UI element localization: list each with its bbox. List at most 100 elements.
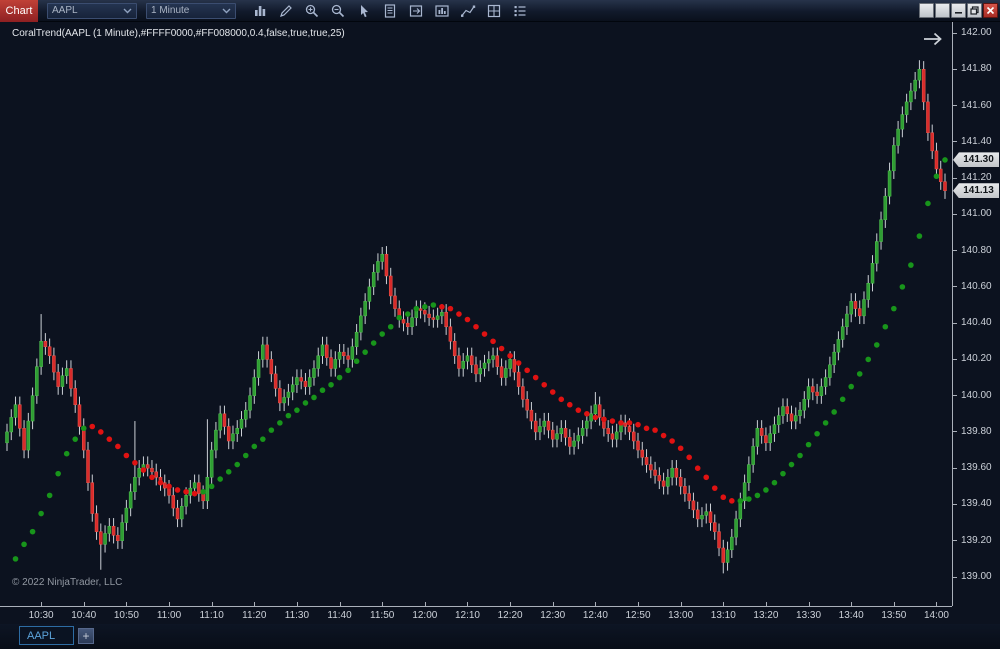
- tab-aapl[interactable]: AAPL: [19, 626, 74, 645]
- time-tick: [765, 602, 767, 606]
- time-tick: [254, 602, 256, 606]
- line-study-icon: [461, 5, 476, 17]
- time-tick: [680, 602, 682, 606]
- properties-grid-button[interactable]: [484, 2, 504, 20]
- time-tick: [723, 602, 725, 606]
- chart-window-button[interactable]: [432, 2, 452, 20]
- time-tick-label: 12:30: [540, 610, 566, 621]
- time-tick: [808, 602, 810, 606]
- time-tick-label: 10:40: [71, 610, 97, 621]
- price-axis[interactable]: 141.30 141.13 142.00 141.80 141.60 141.40 14…: [952, 22, 1000, 606]
- chevron-down-icon: [123, 8, 132, 13]
- time-tick: [339, 602, 341, 606]
- chevron-down-icon: [222, 8, 231, 13]
- zoom-in-button[interactable]: [302, 2, 322, 20]
- cursor-icon: [361, 4, 368, 17]
- time-tick-label: 14:00: [923, 610, 949, 621]
- price-tick: [952, 105, 957, 107]
- price-tick: [952, 395, 957, 397]
- add-tab-button[interactable]: +: [78, 628, 94, 644]
- time-tick-label: 13:50: [881, 610, 907, 621]
- time-tick: [296, 602, 298, 606]
- minimize-icon: [955, 12, 962, 14]
- instrument-value: AAPL: [52, 5, 78, 16]
- time-axis[interactable]: 10:30 10:40 10:50 11:00 11:10 11:20 11:30 11:40…: [0, 602, 1000, 624]
- time-tick-label: 13:20: [753, 610, 779, 621]
- zoom-out-button[interactable]: [328, 2, 348, 20]
- price-tick: [952, 250, 957, 252]
- price-tick: [952, 540, 957, 542]
- time-tick-label: 13:00: [668, 610, 694, 621]
- restore-button[interactable]: [967, 3, 982, 18]
- toolbar: Chart AAPL 1 Minute: [0, 0, 1000, 22]
- window-button-blank-2[interactable]: [935, 3, 950, 18]
- time-tick: [638, 602, 639, 606]
- price-tick: [952, 141, 957, 143]
- time-tick: [893, 602, 895, 606]
- time-tick-label: 11:50: [370, 610, 395, 621]
- cursor-button[interactable]: [354, 2, 374, 20]
- chart-window-icon: [435, 4, 449, 17]
- price-tick-label: 140.80: [961, 244, 992, 256]
- list-button[interactable]: [510, 2, 530, 20]
- time-tick: [936, 602, 938, 606]
- bar-type-button[interactable]: [250, 2, 270, 20]
- price-tick: [952, 503, 957, 505]
- time-tick: [467, 602, 469, 606]
- window-button-blank-1[interactable]: [919, 3, 934, 18]
- time-tick: [552, 602, 554, 606]
- price-tick-label: 141.80: [961, 63, 992, 75]
- price-tick: [952, 32, 957, 34]
- price-tick-label: 139.40: [961, 498, 992, 510]
- price-tick: [952, 576, 957, 578]
- price-tick-label: 140.60: [961, 280, 992, 292]
- chart-menu-label: Chart: [5, 4, 33, 17]
- price-tick-label: 140.40: [961, 317, 992, 329]
- price-tick: [952, 358, 957, 360]
- time-tick-label: 12:00: [412, 610, 438, 621]
- go-to-latest-button[interactable]: [922, 30, 944, 48]
- line-study-button[interactable]: [458, 2, 478, 20]
- price-tick: [952, 286, 957, 288]
- price-tick-label: 142.00: [961, 27, 992, 38]
- time-tick-label: 11:20: [242, 610, 267, 621]
- copyright-label: © 2022 NinjaTrader, LLC: [12, 577, 123, 588]
- instrument-select[interactable]: AAPL: [47, 2, 137, 19]
- candlestick-chart[interactable]: [0, 22, 952, 606]
- chart-menu-button[interactable]: Chart: [0, 0, 38, 22]
- interval-select[interactable]: 1 Minute: [146, 2, 236, 19]
- list-icon: [514, 5, 526, 16]
- close-icon: [986, 6, 995, 15]
- price-tick-label: 139.20: [961, 534, 992, 546]
- drawing-tools-icon: [280, 4, 292, 17]
- chart-pane[interactable]: CoralTrend(AAPL (1 Minute),#FFFF0000,#FF…: [0, 22, 952, 606]
- price-tick: [952, 467, 957, 469]
- last-price-badge: 141.13: [953, 183, 999, 199]
- price-tick: [952, 68, 957, 70]
- price-tick: [952, 431, 957, 433]
- drawing-tools-button[interactable]: [276, 2, 296, 20]
- minimize-button[interactable]: [951, 3, 966, 18]
- time-tick-label: 11:00: [156, 610, 182, 621]
- time-tick-label: 12:50: [625, 610, 651, 621]
- report-button[interactable]: [380, 2, 400, 20]
- tab-bar: AAPL +: [0, 624, 1000, 649]
- plus-icon: +: [82, 628, 90, 643]
- chart-trader-icon: [409, 4, 423, 17]
- time-tick-label: 12:20: [497, 610, 523, 621]
- bar-type-icon: [255, 5, 266, 16]
- time-tick: [382, 602, 384, 606]
- properties-grid-icon: [487, 4, 501, 17]
- chart-trader-button[interactable]: [406, 2, 426, 20]
- time-tick-label: 13:10: [710, 610, 736, 621]
- price-tick: [952, 213, 957, 215]
- time-tick: [595, 602, 597, 606]
- price-tick-label: 141.40: [961, 135, 992, 147]
- time-tick-label: 12:10: [454, 610, 480, 621]
- restore-icon: [970, 6, 979, 15]
- time-tick: [424, 602, 426, 606]
- time-tick-label: 10:30: [28, 610, 54, 621]
- close-button[interactable]: [983, 3, 998, 18]
- report-icon: [384, 3, 396, 18]
